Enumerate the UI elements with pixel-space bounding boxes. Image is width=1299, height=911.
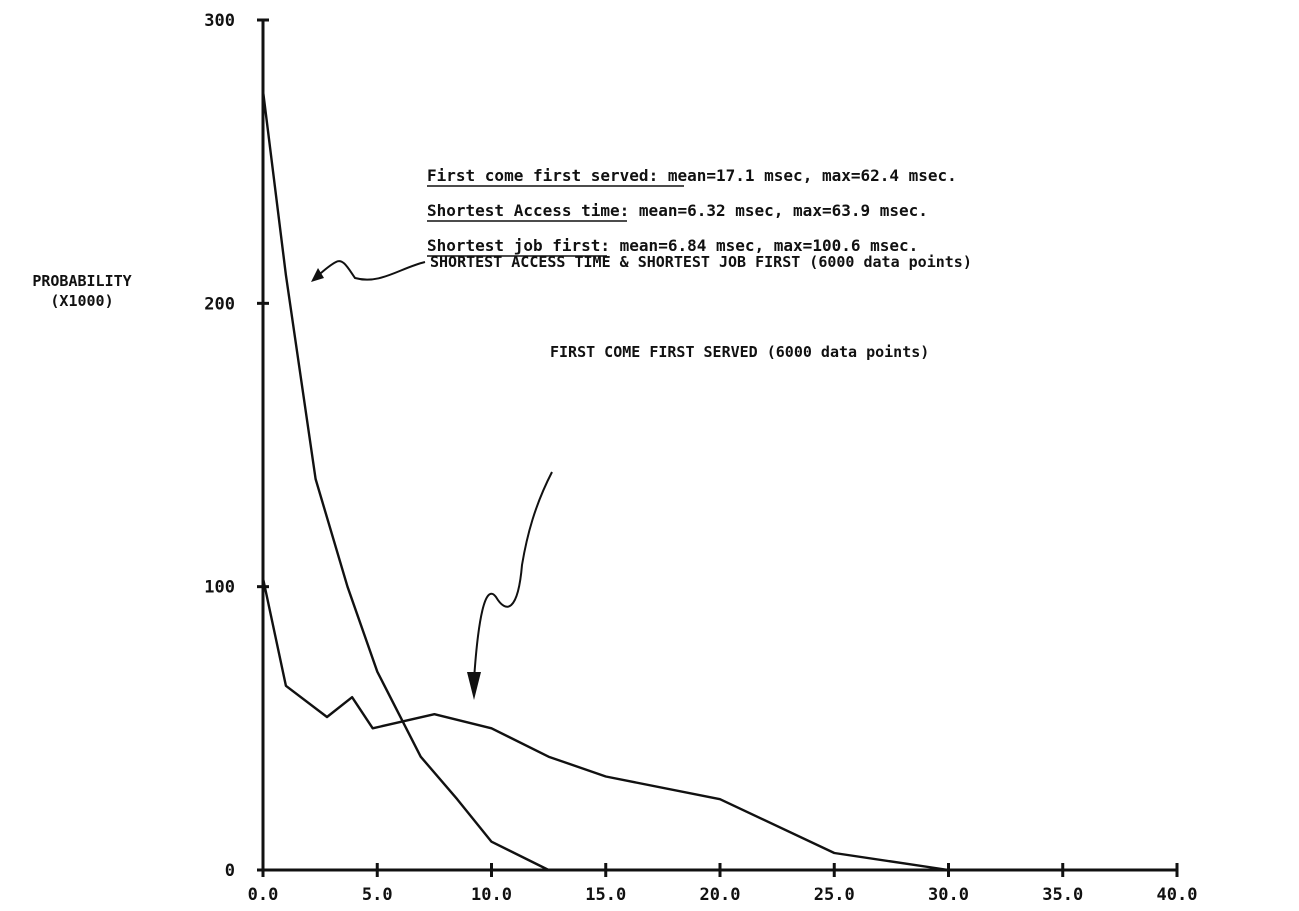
stats-fcfs-name: First come first served bbox=[427, 166, 649, 185]
stats-sjf: Shortest job first: mean=6.84 msec, max=… bbox=[427, 236, 918, 257]
y-tick-label: 300 bbox=[204, 11, 235, 31]
stats-sat-name: Shortest Access time bbox=[427, 201, 620, 220]
x-tick-label: 15.0 bbox=[585, 885, 626, 905]
x-tick-label: 25.0 bbox=[814, 885, 855, 905]
pointer-fcfs-arrowhead bbox=[467, 672, 481, 700]
stats-sjf-detail: : mean=6.84 msec, max=100.6 msec. bbox=[600, 236, 918, 255]
stats-sat: Shortest Access time: mean=6.32 msec, ma… bbox=[427, 201, 928, 222]
x-tick-label: 35.0 bbox=[1042, 885, 1083, 905]
series-line-sat-sjf bbox=[261, 90, 550, 872]
y-tick-label: 0 bbox=[225, 861, 235, 881]
y-tick-label: 100 bbox=[204, 578, 235, 598]
x-tick-label: 5.0 bbox=[362, 885, 393, 905]
x-tick-label: 20.0 bbox=[700, 885, 741, 905]
svg-text:First come first served: mean=: First come first served: mean=17.1 msec,… bbox=[427, 166, 957, 185]
stats-sjf-name: Shortest job first bbox=[427, 236, 600, 255]
y-axis-label-line-2: (X1000) bbox=[50, 292, 113, 310]
series-label-sat-sjf: SHORTEST ACCESS TIME & SHORTEST JOB FIRS… bbox=[430, 253, 972, 271]
y-tick-label: 200 bbox=[204, 294, 235, 314]
pointer-fcfs bbox=[473, 471, 553, 681]
x-tick-label: 0.0 bbox=[248, 885, 279, 905]
pointer-sat-sjf bbox=[312, 260, 426, 281]
stats-fcfs: First come first served: mean=17.1 msec,… bbox=[427, 166, 957, 187]
x-tick-label: 10.0 bbox=[471, 885, 512, 905]
x-axis-ticks: 0.0 5.0 10.0 15.0 20.0 25.0 30.0 35.0 40.0 bbox=[248, 863, 1198, 905]
series-line-fcfs bbox=[261, 577, 1177, 872]
x-tick-label: 30.0 bbox=[928, 885, 969, 905]
svg-text:Shortest job first: mean=6.84: Shortest job first: mean=6.84 msec, max=… bbox=[427, 236, 918, 255]
pointer-sat-sjf-arrowhead bbox=[311, 268, 324, 282]
y-axis-label-line-1: PROBABILITY bbox=[32, 272, 131, 290]
series-label-fcfs: FIRST COME FIRST SERVED (6000 data point… bbox=[550, 343, 929, 361]
series-group bbox=[261, 90, 1177, 872]
stats-sat-detail: : mean=6.32 msec, max=63.9 msec. bbox=[620, 201, 928, 220]
x-tick-label: 40.0 bbox=[1157, 885, 1198, 905]
svg-text:Shortest Access time: mean=6.3: Shortest Access time: mean=6.32 msec, ma… bbox=[427, 201, 928, 220]
stats-fcfs-detail: : mean=17.1 msec, max=62.4 msec. bbox=[649, 166, 957, 185]
y-axis-ticks: 0 100 200 300 bbox=[204, 11, 269, 881]
